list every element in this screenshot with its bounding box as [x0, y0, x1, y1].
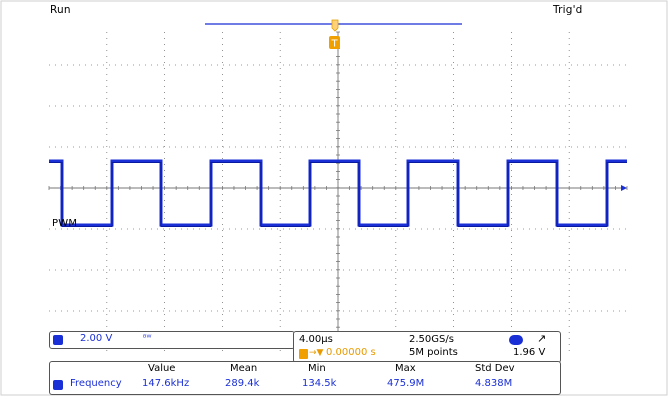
- trigger-level-arrow-icon[interactable]: [621, 185, 627, 191]
- sample-rate: 2.50GS/s: [409, 334, 454, 345]
- time-per-div: 4.00µs: [299, 334, 333, 345]
- trigger-position-prefix: →▼: [309, 348, 324, 358]
- square-wave-noise: [49, 162, 627, 227]
- trigger-state-label: Trig'd: [553, 4, 583, 16]
- measurement-header-std-dev: Std Dev: [475, 363, 515, 374]
- channel-label: PWM: [52, 218, 78, 229]
- measurement-value: 147.6kHz: [142, 378, 190, 389]
- record-length: 5M points: [409, 347, 458, 358]
- trigger-level: 1.96 V: [513, 347, 546, 358]
- channel-scale-panel[interactable]: 2.00 V ᴮᵂ: [49, 331, 295, 349]
- trigger-marker-label: T: [330, 39, 338, 50]
- bandwidth-limit-icon: ᴮᵂ: [143, 333, 152, 342]
- measurement-max: 475.9M: [387, 378, 425, 389]
- measurement-mean: 289.4k: [225, 378, 260, 389]
- measurement-panel[interactable]: Value Mean Min Max Std Dev Frequency 147…: [49, 361, 561, 395]
- trigger-source-badge-icon: [509, 335, 523, 345]
- channel-scale-value: 2.00 V: [80, 333, 113, 344]
- measurement-min: 134.5k: [302, 378, 337, 389]
- measurement-name: Frequency: [70, 378, 122, 389]
- channel-1-badge-icon: [53, 335, 63, 345]
- trigger-position-value: 0.00000 s: [326, 347, 376, 358]
- measurement-header-value: Value: [148, 363, 176, 374]
- square-wave-path: [49, 159, 627, 227]
- measurement-channel-badge-icon: [53, 380, 63, 390]
- graticule-grid: [48, 31, 628, 353]
- measurement-std-dev: 4.838M: [475, 378, 513, 389]
- trigger-position-icon: [299, 349, 308, 359]
- trigger-position-marker[interactable]: T: [329, 19, 340, 50]
- timebase-trigger-panel[interactable]: 4.00µs 2.50GS/s ↗ →▼ 0.00000 s 5M points…: [293, 331, 561, 363]
- measurement-header-max: Max: [395, 363, 416, 374]
- run-state-label: Run: [50, 4, 71, 16]
- measurement-header-min: Min: [308, 363, 326, 374]
- measurement-header-mean: Mean: [230, 363, 258, 374]
- rising-edge-icon: ↗: [537, 332, 547, 345]
- pwm-trace: [49, 159, 627, 227]
